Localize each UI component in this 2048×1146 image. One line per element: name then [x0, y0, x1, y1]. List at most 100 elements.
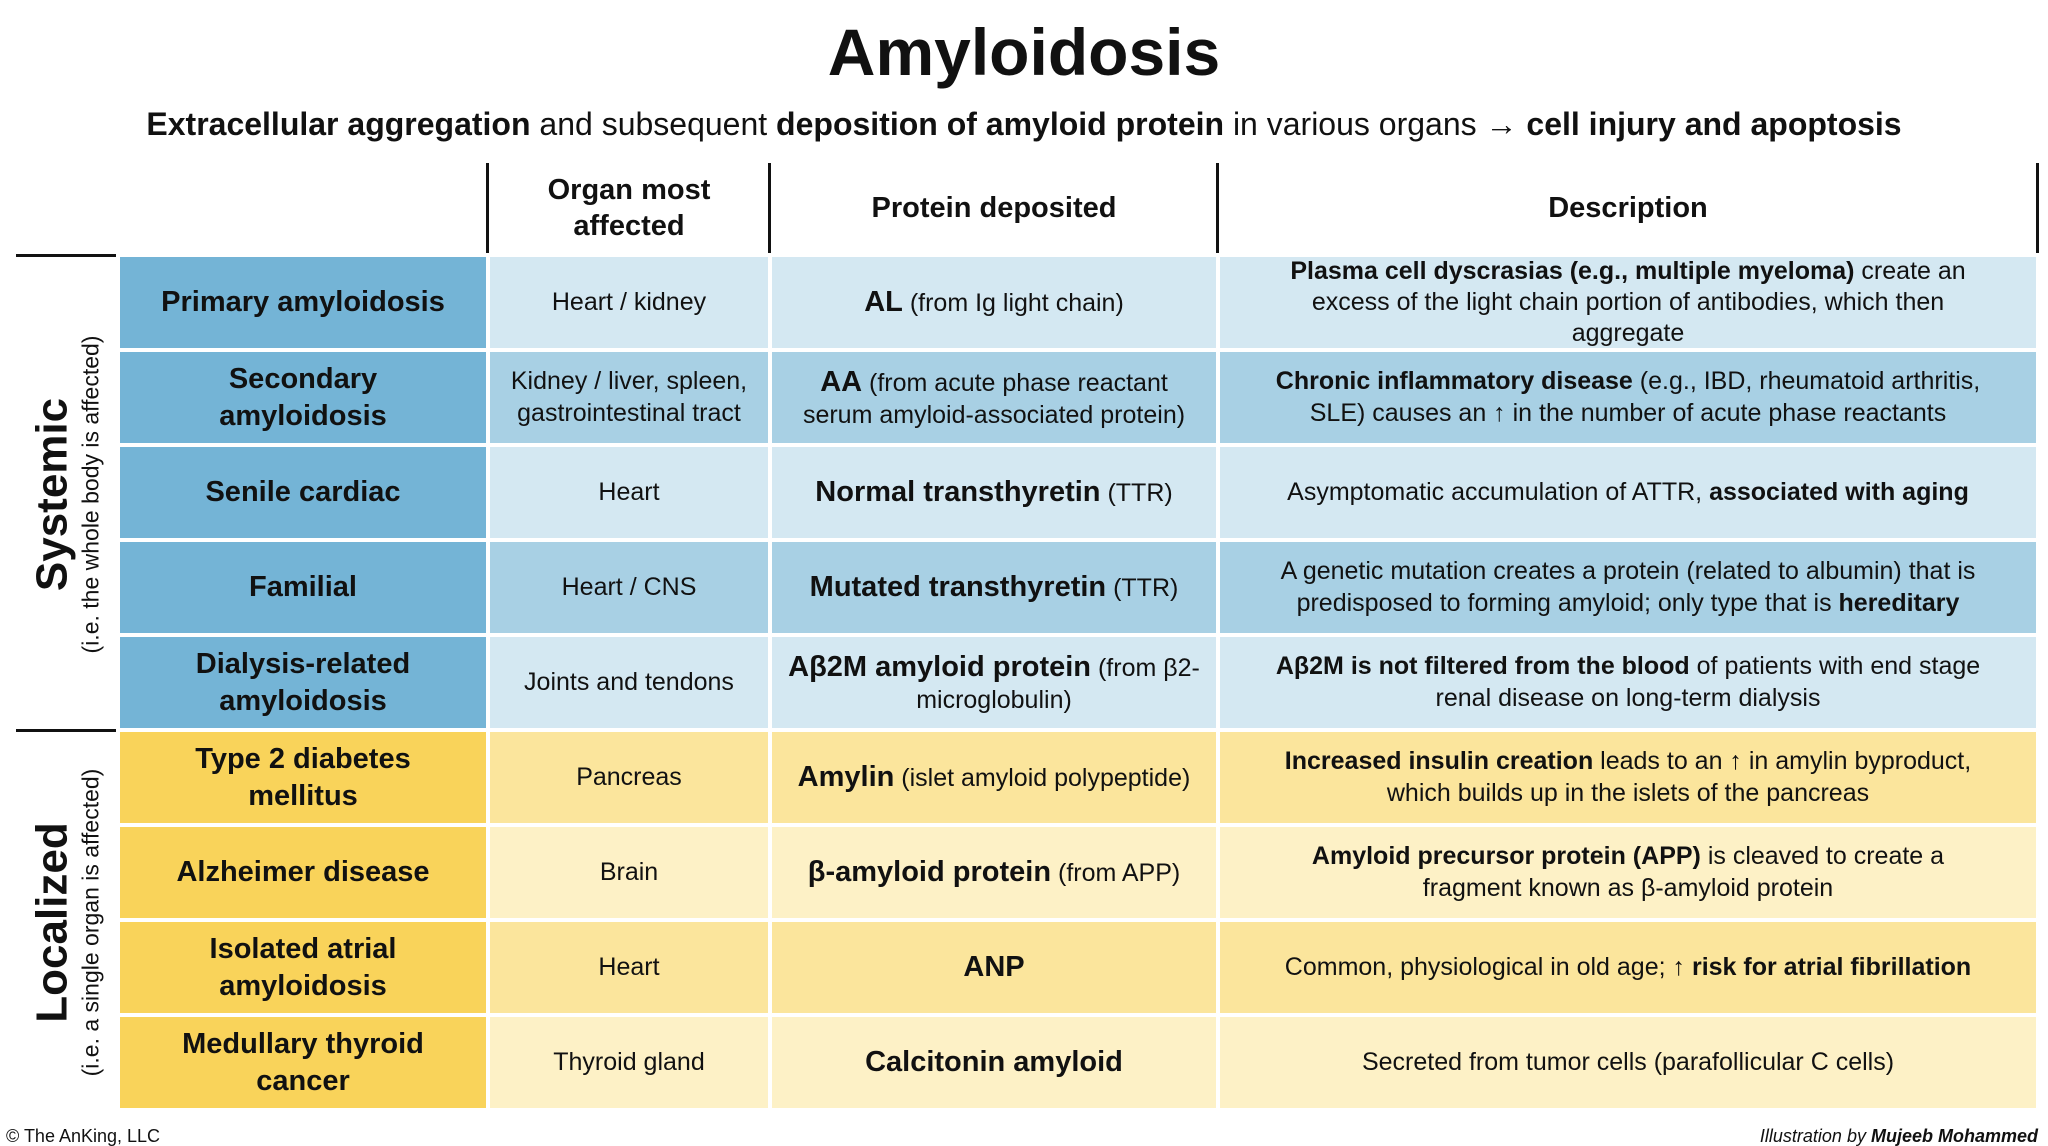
type-cell: Type 2 diabetes mellitus: [120, 732, 486, 823]
protein-text: Aβ2M amyloid protein (from β2-microglobu…: [786, 649, 1202, 717]
type-cell: Secondary amyloidosis: [120, 352, 486, 443]
protein-text: Normal transthyretin (TTR): [815, 474, 1172, 510]
description-text: Plasma cell dyscrasias (e.g., multiple m…: [1260, 256, 1996, 350]
bold-text: Aβ2M is not filtered from the blood: [1275, 652, 1690, 681]
group-rule: [16, 729, 116, 732]
type-cell: Medullary thyroid cancer: [120, 1017, 486, 1108]
protein-cell: AL (from Ig light chain): [772, 257, 1216, 348]
group-note: (i.e. a single organ is affected): [77, 768, 104, 1076]
text: (TTR): [1100, 479, 1173, 508]
column-separator: [486, 163, 489, 253]
bold-text: Plasma cell dyscrasias (e.g., multiple m…: [1290, 256, 1855, 285]
text: Asymptomatic accumulation of ATTR,: [1287, 477, 1710, 506]
organ-cell: Heart: [490, 922, 768, 1013]
description-text: Chronic inflammatory disease (e.g., IBD,…: [1260, 366, 1996, 429]
protein-text: ANP: [963, 949, 1024, 985]
description-cell: Aβ2M is not filtered from the blood of p…: [1220, 637, 2036, 728]
bold-text: Amylin: [797, 761, 895, 794]
organ-cell: Joints and tendons: [490, 637, 768, 728]
group-label: Systemic (i.e. the whole body is affected…: [16, 257, 116, 732]
protein-text: β-amyloid protein (from APP): [808, 854, 1180, 890]
text: (from acute phase reactant serum amyloid…: [802, 368, 1186, 429]
protein-cell: β-amyloid protein (from APP): [772, 827, 1216, 918]
description-text: Amyloid precursor protein (APP) is cleav…: [1260, 841, 1996, 904]
organ-cell: Thyroid gland: [490, 1017, 768, 1108]
text: of patients with end stage renal disease…: [1435, 652, 1981, 712]
group-note: (i.e. the whole body is affected): [77, 335, 104, 654]
description-text: Secreted from tumor cells (parafollicula…: [1362, 1047, 1894, 1078]
description-cell: Plasma cell dyscrasias (e.g., multiple m…: [1220, 257, 2036, 348]
description-cell: Asymptomatic accumulation of ATTR, assoc…: [1220, 447, 2036, 538]
bold-text: AL: [864, 286, 903, 319]
text: (TTR): [1106, 574, 1179, 603]
bold-text: associated with aging: [1709, 477, 1969, 506]
column-separator: [1216, 163, 1219, 253]
type-cell: Alzheimer disease: [120, 827, 486, 918]
description-cell: Common, physiological in old age; ↑ risk…: [1220, 922, 2036, 1013]
description-text: Asymptomatic accumulation of ATTR, assoc…: [1287, 477, 1969, 508]
description-cell: Amyloid precursor protein (APP) is cleav…: [1220, 827, 2036, 918]
protein-text: Amylin (islet amyloid polypeptide): [798, 759, 1191, 795]
text: Common, physiological in old age;: [1284, 952, 1673, 981]
text: (from β2-microglobulin): [916, 653, 1200, 714]
bold-text: Calcitonin amyloid: [865, 1046, 1123, 1079]
text: (from APP): [1051, 859, 1181, 888]
text: (e.g., IBD, rheumatoid arthritis, SLE) c…: [1309, 367, 1981, 427]
bold-text: ↑ risk for atrial fibrillation: [1672, 952, 1972, 981]
organ-cell: Heart / CNS: [490, 542, 768, 633]
text: Illustration by: [1759, 1126, 1871, 1146]
protein-cell: Normal transthyretin (TTR): [772, 447, 1216, 538]
text: in various organs →: [1224, 106, 1527, 142]
column-header: Protein deposited: [871, 191, 1117, 224]
copyright: © The AnKing, LLC: [6, 1126, 161, 1146]
protein-cell: AA (from acute phase reactant serum amyl…: [772, 352, 1216, 443]
protein-cell: ANP: [772, 922, 1216, 1013]
type-cell: Dialysis-related amyloidosis: [120, 637, 486, 728]
bold-text: cell injury and apoptosis: [1526, 106, 1902, 142]
type-cell: Isolated atrial amyloidosis: [120, 922, 486, 1013]
group-label: Localized (i.e. a single organ is affecte…: [16, 732, 116, 1112]
organ-cell: Kidney / liver, spleen, gastrointestinal…: [490, 352, 768, 443]
group-name: Systemic: [27, 397, 77, 592]
type-cell: Primary amyloidosis: [120, 257, 486, 348]
bold-text: Amyloid precursor protein (APP): [1311, 842, 1701, 871]
column-separator: [768, 163, 771, 253]
column-separator: [2036, 163, 2039, 253]
group-name: Localized: [27, 821, 77, 1023]
column-header: Description: [1548, 191, 1708, 224]
description-text: Increased insulin creation leads to an ↑…: [1260, 746, 1996, 809]
bold-text: Mutated transthyretin: [809, 571, 1107, 604]
group-label-inner: Localized (i.e. a single organ is affecte…: [28, 768, 105, 1076]
description-cell: Increased insulin creation leads to an ↑…: [1220, 732, 2036, 823]
protein-text: AL (from Ig light chain): [864, 284, 1124, 320]
description-cell: Chronic inflammatory disease (e.g., IBD,…: [1220, 352, 2036, 443]
bold-text: AA: [820, 365, 863, 398]
type-cell: Familial: [120, 542, 486, 633]
bold-text: Increased insulin creation: [1284, 747, 1594, 776]
credit: Illustration by Mujeeb Mohammed: [1760, 1126, 2038, 1146]
bold-text: Aβ2M amyloid protein: [788, 650, 1092, 683]
protein-text: Calcitonin amyloid: [865, 1044, 1123, 1080]
organ-cell: Heart: [490, 447, 768, 538]
bold-text: Mujeeb Mohammed: [1870, 1126, 2038, 1146]
description-text: A genetic mutation creates a protein (re…: [1260, 556, 1996, 619]
protein-text: Mutated transthyretin (TTR): [810, 569, 1179, 605]
bold-text: β-amyloid protein: [807, 856, 1052, 889]
description-cell: A genetic mutation creates a protein (re…: [1220, 542, 2036, 633]
type-cell: Senile cardiac: [120, 447, 486, 538]
text: is cleaved to create a fragment known as…: [1422, 842, 1945, 902]
text: leads to an ↑ in amylin byproduct, which…: [1386, 747, 1972, 807]
text: A genetic mutation creates a protein (re…: [1280, 557, 1976, 617]
organ-cell: Pancreas: [490, 732, 768, 823]
description-text: Common, physiological in old age; ↑ risk…: [1285, 952, 1971, 983]
protein-cell: Amylin (islet amyloid polypeptide): [772, 732, 1216, 823]
bold-text: Chronic inflammatory disease: [1275, 367, 1633, 396]
bold-text: Extracellular aggregation: [146, 106, 531, 142]
protein-cell: Aβ2M amyloid protein (from β2-microglobu…: [772, 637, 1216, 728]
organ-cell: Brain: [490, 827, 768, 918]
protein-cell: Mutated transthyretin (TTR): [772, 542, 1216, 633]
text: (islet amyloid polypeptide): [894, 764, 1191, 793]
text: Secreted from tumor cells (parafollicula…: [1361, 1047, 1895, 1076]
group-label-inner: Systemic (i.e. the whole body is affected…: [28, 336, 105, 654]
